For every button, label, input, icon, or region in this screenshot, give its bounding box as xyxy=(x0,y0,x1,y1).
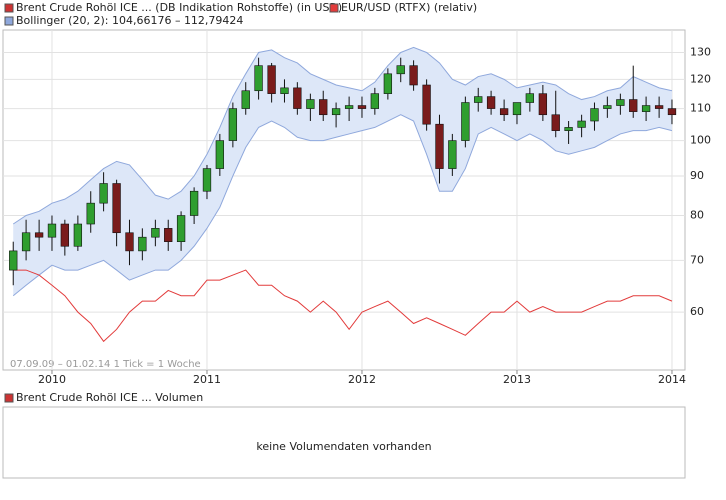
candle-body xyxy=(641,105,651,112)
bollinger-upper xyxy=(12,46,673,225)
footer: 07.09.09 – 01.02.14 1 Tick = 1 Woche xyxy=(10,359,201,370)
candle-body xyxy=(189,190,199,216)
candle-body xyxy=(60,223,70,247)
y-tick-label: 110 xyxy=(690,102,711,115)
candle-body xyxy=(512,102,522,116)
candle-body xyxy=(448,140,457,169)
y-tick-label: 90 xyxy=(690,169,704,182)
plot-frame xyxy=(2,29,686,371)
candle-body xyxy=(228,108,238,141)
candle-body xyxy=(603,105,612,109)
candle-body xyxy=(357,105,367,109)
x-tick-label: 2012 xyxy=(348,373,376,386)
candle-body xyxy=(176,215,186,242)
candle-body xyxy=(280,87,289,94)
candle-body xyxy=(525,93,535,103)
series-line xyxy=(13,269,673,343)
x-tick-label: 2014 xyxy=(658,373,686,386)
candle-body xyxy=(564,127,573,131)
candle-body xyxy=(396,65,405,75)
y-tick-label: 130 xyxy=(690,45,711,58)
candle-body xyxy=(164,228,173,242)
candle-body xyxy=(654,105,664,109)
x-tick-label: 2011 xyxy=(193,373,221,386)
x-tick-label: 2013 xyxy=(503,373,531,386)
candle-body xyxy=(254,65,263,92)
candle-body xyxy=(151,228,160,238)
candle-body xyxy=(422,84,431,125)
candle-body xyxy=(499,108,509,116)
candle-body xyxy=(21,232,31,252)
candle-body xyxy=(306,99,315,109)
volume-legend: Brent Crude Rohöl ICE ... Volumen xyxy=(16,391,203,404)
legend-label: Brent Crude Rohöl ICE ... (DB Indikation… xyxy=(16,1,342,14)
candle-body xyxy=(47,223,57,238)
candle-body xyxy=(125,232,134,252)
bollinger-lower xyxy=(12,114,673,297)
candle-body xyxy=(538,93,548,116)
candle-body xyxy=(86,202,95,225)
legend-swatch xyxy=(4,16,14,26)
y-tick-label: 80 xyxy=(690,209,704,222)
legend-label: Bollinger (20, 2): 104,66176 – 112,79424 xyxy=(16,14,243,27)
y-tick-label: 60 xyxy=(690,305,704,318)
candle-body xyxy=(99,183,108,204)
candle-body xyxy=(34,232,44,238)
legend-swatch xyxy=(4,3,14,13)
candle-body xyxy=(370,93,380,109)
legend-swatch xyxy=(329,3,339,13)
candle-body xyxy=(344,105,354,109)
bollinger-fill xyxy=(13,47,672,296)
candle-body xyxy=(629,99,638,112)
candle-body xyxy=(331,108,341,116)
candle-body xyxy=(383,73,393,94)
candle-body xyxy=(319,99,328,116)
candle-body xyxy=(667,108,677,116)
candle-body xyxy=(590,108,599,122)
candle-body xyxy=(9,250,18,271)
volume-message: keine Volumendaten vorhanden xyxy=(256,440,431,453)
candle-body xyxy=(551,114,560,131)
x-tick-label: 2010 xyxy=(38,373,66,386)
candle-body xyxy=(293,87,302,109)
candle-body xyxy=(138,236,147,252)
candle-body xyxy=(486,96,496,109)
candle-body xyxy=(267,65,276,94)
candle-body xyxy=(435,123,444,169)
candle-body xyxy=(215,140,225,169)
y-tick-label: 100 xyxy=(690,134,711,147)
candle-body xyxy=(112,183,121,234)
candle-body xyxy=(461,102,470,141)
candle-body xyxy=(474,96,483,103)
volume-frame xyxy=(2,406,686,479)
candle-body xyxy=(73,223,83,247)
candle-body xyxy=(577,120,586,128)
legend-label: EUR/USD (RTFX) (relativ) xyxy=(341,1,477,14)
candle-body xyxy=(241,90,250,109)
candle-body xyxy=(616,99,625,106)
candle-body xyxy=(202,168,212,192)
y-tick-label: 120 xyxy=(690,72,711,85)
legend-swatch xyxy=(4,393,14,403)
y-tick-label: 70 xyxy=(690,253,704,266)
candle-body xyxy=(409,65,418,86)
